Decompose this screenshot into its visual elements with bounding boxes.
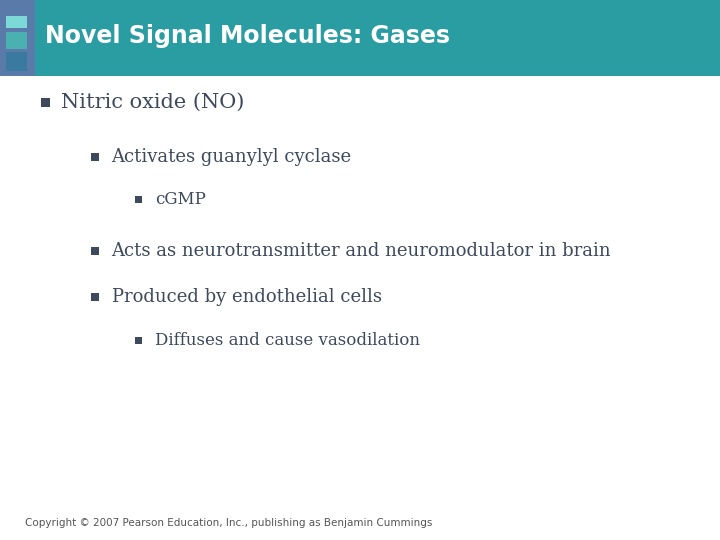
Text: cGMP: cGMP — [155, 191, 206, 208]
Text: Nitric oxide (NO): Nitric oxide (NO) — [61, 93, 245, 112]
Bar — [6, 16, 27, 28]
Text: Novel Signal Molecules: Gases: Novel Signal Molecules: Gases — [45, 24, 451, 48]
Bar — [91, 293, 99, 301]
Bar — [41, 98, 50, 107]
Bar — [0, 0, 35, 76]
Text: Diffuses and cause vasodilation: Diffuses and cause vasodilation — [155, 332, 420, 349]
Bar — [6, 32, 27, 49]
Text: Produced by endothelial cells: Produced by endothelial cells — [112, 288, 382, 306]
Bar — [6, 52, 27, 71]
Bar — [0, 0, 720, 76]
Bar — [91, 153, 99, 160]
Bar — [135, 336, 142, 344]
Text: Activates guanylyl cyclase: Activates guanylyl cyclase — [112, 147, 352, 166]
Bar — [135, 196, 142, 204]
Text: Acts as neurotransmitter and neuromodulator in brain: Acts as neurotransmitter and neuromodula… — [112, 242, 611, 260]
Bar — [91, 247, 99, 255]
Text: Copyright © 2007 Pearson Education, Inc., publishing as Benjamin Cummings: Copyright © 2007 Pearson Education, Inc.… — [25, 518, 433, 528]
